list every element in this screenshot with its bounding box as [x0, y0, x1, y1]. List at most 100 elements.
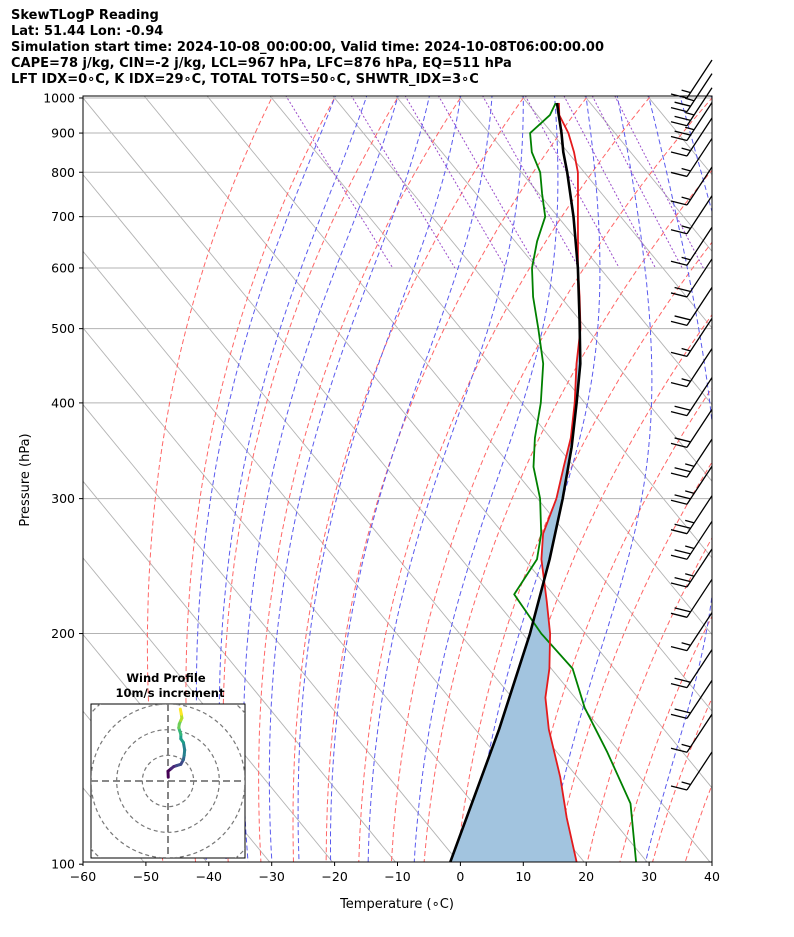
dry-adiabat [185, 96, 337, 862]
barb-half-flag [681, 743, 691, 748]
barb-flag [670, 382, 688, 388]
barb-staff [686, 751, 713, 791]
barb-flag [670, 410, 688, 417]
wind-barb [670, 258, 713, 298]
barb-flag [674, 467, 691, 473]
barb-staff [686, 649, 713, 688]
barb-staff [686, 680, 713, 719]
isotherm [269, 96, 712, 636]
wind-barb [670, 520, 713, 560]
barb-flag [670, 554, 688, 560]
barb-half-flag [685, 97, 695, 102]
chart-header: SkewTLogP Reading Lat: 51.44 Lon: -0.94 … [11, 8, 604, 88]
y-tick-label: 300 [51, 491, 75, 506]
barb-staff [686, 713, 713, 753]
dry-adiabat [222, 96, 400, 862]
barb-flag [674, 315, 691, 321]
wind-barb [670, 465, 713, 505]
barb-half-flag [681, 347, 691, 352]
mixing-ratio-line [524, 96, 620, 269]
x-tick-label: −20 [321, 869, 347, 884]
isotherm [83, 403, 459, 862]
barb-flag [670, 713, 688, 719]
moist-adiabat [330, 96, 493, 862]
barb-staff [686, 258, 713, 298]
barb-flag [670, 151, 688, 157]
barb-staff [686, 226, 713, 266]
barb-flag [670, 645, 688, 652]
y-tick-label: 500 [51, 321, 75, 336]
isotherm [646, 96, 712, 176]
x-tick-label: −60 [70, 869, 96, 884]
barb-flag [674, 607, 691, 613]
x-tick-label: 30 [641, 869, 657, 884]
dry-adiabat [554, 461, 712, 862]
wind-barb [670, 408, 713, 448]
y-tick-label: 600 [51, 260, 75, 275]
barb-flag [670, 171, 688, 178]
barb-staff [686, 495, 713, 535]
mixing-ratio-line [350, 96, 456, 269]
barb-staff [686, 465, 713, 505]
wind-barb [670, 195, 713, 235]
barb-flag [674, 549, 691, 555]
wind-barb [670, 578, 713, 618]
y-tick-label: 700 [51, 209, 75, 224]
barb-half-flag [681, 642, 691, 646]
wind-barb [670, 73, 713, 113]
isotherm [332, 96, 712, 559]
dry-adiabat [358, 96, 652, 862]
dry-adiabat [423, 169, 712, 862]
barb-staff [686, 578, 713, 618]
barb-flag [674, 494, 691, 500]
moist-adiabat [195, 96, 336, 862]
temperature-line [540, 102, 582, 862]
y-axis-label: Pressure (hPa) [18, 433, 33, 526]
wind-barb [670, 612, 713, 652]
mixing-ratio-line [482, 96, 580, 269]
hodograph-plot [91, 704, 245, 858]
wind-barb [670, 680, 713, 719]
barb-half-flag [681, 89, 691, 94]
wind-barb [670, 348, 713, 388]
barb-staff [686, 348, 713, 388]
parcel-line [448, 102, 582, 862]
moist-adiabat [367, 96, 524, 862]
isotherm [458, 96, 712, 406]
barb-flag [670, 442, 688, 448]
moist-adiabat [679, 96, 712, 214]
wind-barb [670, 102, 713, 142]
dry-adiabat [750, 85, 794, 864]
barb-half-flag [685, 463, 695, 467]
indices-line-2: LFT IDX=0∘C, K IDX=29∘C, TOTAL TOTS=50∘C… [11, 72, 479, 87]
barb-flag [674, 101, 691, 107]
wind-barb [670, 59, 713, 99]
location-line: Lat: 51.44 Lon: -0.94 [11, 24, 164, 39]
hodograph-segment [178, 707, 183, 716]
barb-staff [686, 117, 713, 157]
barb-flag [670, 135, 688, 142]
isotherm [143, 96, 712, 789]
barb-half-flag [681, 147, 691, 152]
barb-flag [674, 115, 691, 121]
x-tick-label: 20 [578, 869, 594, 884]
barb-flag [670, 229, 688, 235]
barb-staff [686, 73, 713, 112]
axes: −60 −50 −40 −30 −20 −10 0 10 20 30 40 100 200 300 400 5… [43, 91, 720, 885]
hodograph-subtitle: 10m/s increment [116, 686, 225, 700]
barb-half-flag [681, 378, 691, 382]
barb-staff [686, 195, 713, 235]
y-tick-label: 800 [51, 165, 75, 180]
barb-half-flag [681, 781, 691, 786]
barb-staff [686, 286, 713, 326]
wind-barb [670, 138, 713, 178]
wind-barb [670, 377, 713, 417]
barb-flag [670, 682, 688, 689]
barb-staff [686, 166, 713, 206]
wind-barb [670, 751, 713, 791]
isotherm [83, 480, 397, 862]
barb-half-flag [681, 167, 691, 172]
hodograph-inset: Wind Profile 10m/s increment [90, 671, 246, 859]
wind-barb [670, 495, 713, 535]
